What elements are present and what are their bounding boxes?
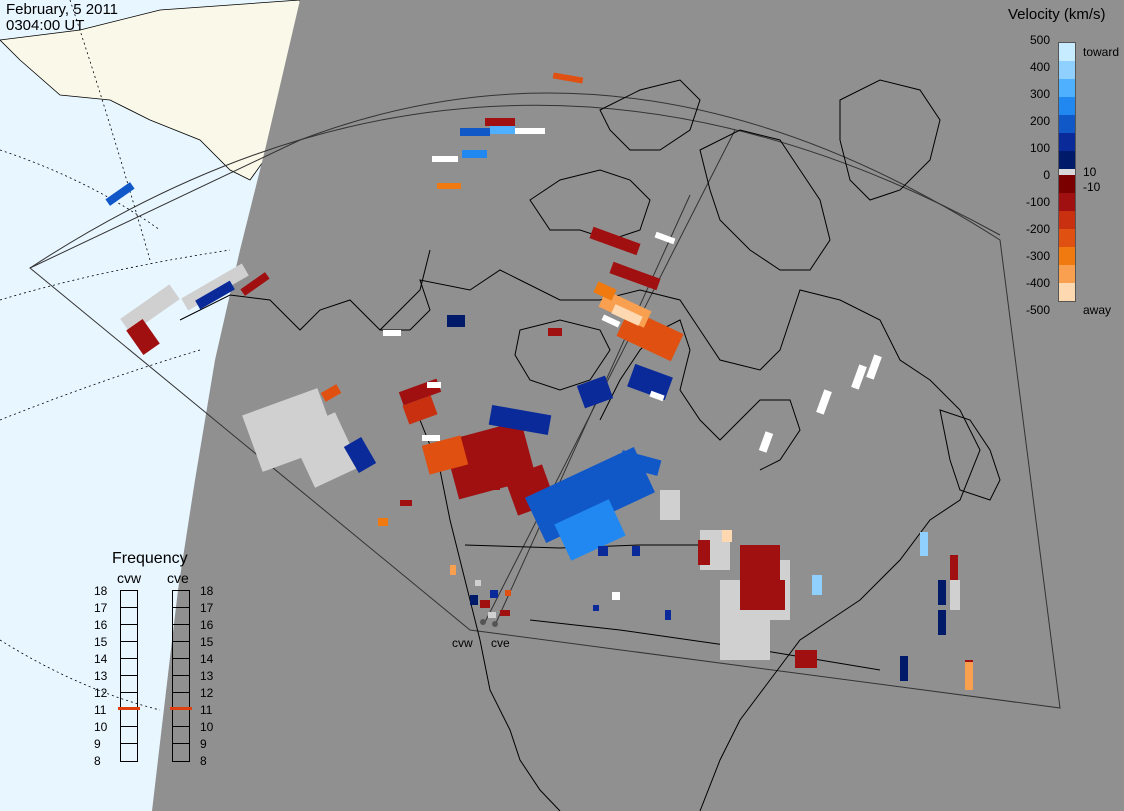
velocity-colorbar bbox=[1058, 42, 1076, 302]
colorbar-tick-label: 10 bbox=[1083, 165, 1097, 179]
frequency-tick-label: 18 bbox=[200, 584, 214, 598]
frequency-marker-cve bbox=[170, 707, 192, 710]
away-high-velocity-cells bbox=[320, 72, 973, 690]
colorbar-tick-label: -100 bbox=[1025, 195, 1050, 209]
frequency-tick-label: 10 bbox=[200, 720, 214, 734]
night-shading bbox=[152, 0, 1124, 811]
frequency-bar-cve bbox=[172, 590, 190, 762]
colorbar-tick-label: -10 bbox=[1083, 180, 1101, 194]
frequency-cell bbox=[173, 710, 189, 727]
toward-label: toward bbox=[1083, 45, 1120, 59]
colorbar-segment bbox=[1059, 43, 1075, 61]
frequency-tick-label: 14 bbox=[200, 652, 214, 666]
frequency-tick-label: 9 bbox=[200, 737, 207, 751]
frequency-bar-cvw bbox=[120, 590, 138, 762]
frequency-cell bbox=[173, 676, 189, 693]
frequency-cell bbox=[121, 676, 137, 693]
colorbar-tick-label: 200 bbox=[1029, 114, 1050, 128]
frequency-tick-label: 11 bbox=[200, 703, 213, 717]
frequency-cell bbox=[121, 591, 137, 608]
frequency-cell bbox=[173, 744, 189, 761]
frequency-cell bbox=[173, 608, 189, 625]
frequency-legend-title: Frequency bbox=[112, 550, 188, 567]
frequency-tick-label: 17 bbox=[200, 601, 214, 615]
colorbar-tick-label: 300 bbox=[1029, 87, 1050, 101]
colorbar-segment bbox=[1059, 115, 1075, 133]
frequency-cell bbox=[121, 608, 137, 625]
colorbar-tick-label: -200 bbox=[1025, 222, 1050, 236]
frequency-cell bbox=[121, 727, 137, 744]
colorbar-segment bbox=[1059, 151, 1075, 169]
colorbar-segment bbox=[1059, 79, 1075, 97]
colorbar-tick-label: 500 bbox=[1029, 33, 1050, 47]
colorbar-segment bbox=[1059, 283, 1075, 301]
freq-col-cve: cve bbox=[167, 570, 189, 586]
freq-col-cvw: cvw bbox=[117, 570, 142, 586]
fov-arc bbox=[29, 104, 1001, 269]
frequency-cell bbox=[173, 642, 189, 659]
colorbar-segment bbox=[1059, 193, 1075, 211]
beam-line bbox=[484, 129, 736, 623]
frequency-cell bbox=[121, 710, 137, 727]
colorbar-segment bbox=[1059, 229, 1075, 247]
colorbar-segment bbox=[1059, 175, 1075, 193]
colorbar-tick-label: -500 bbox=[1025, 303, 1050, 317]
frequency-tick-label: 14 bbox=[94, 652, 108, 666]
frequency-cell bbox=[121, 744, 137, 761]
colorbar-segment bbox=[1059, 133, 1075, 151]
fov-outline bbox=[29, 92, 1061, 709]
grid-lines bbox=[0, 0, 231, 711]
frequency-tick-label: 12 bbox=[94, 686, 108, 700]
velocity-legend-title: Velocity (km/s) bbox=[1008, 6, 1106, 23]
colorbar-segment bbox=[1059, 265, 1075, 283]
away-label: away bbox=[1083, 303, 1112, 317]
radar-site-cluster bbox=[450, 565, 511, 627]
frequency-tick-label: 17 bbox=[94, 601, 108, 615]
frequency-tick-label: 9 bbox=[94, 737, 101, 751]
colorbar-segment bbox=[1059, 61, 1075, 79]
date-label: February, 5 2011 bbox=[6, 1, 119, 18]
frequency-tick-label: 16 bbox=[94, 618, 108, 632]
frequency-tick-label: 15 bbox=[94, 635, 108, 649]
frequency-tick-label: 18 bbox=[94, 584, 108, 598]
colorbar-segment bbox=[1059, 97, 1075, 115]
white-cells bbox=[383, 128, 882, 600]
frequency-marker-cvw bbox=[118, 707, 140, 710]
radar-label-cve: cve bbox=[491, 636, 510, 650]
day-land bbox=[0, 0, 301, 181]
radar-label-cvw: cvw bbox=[452, 636, 473, 650]
colorbar-tick-label: 400 bbox=[1029, 60, 1050, 74]
frequency-cell bbox=[121, 625, 137, 642]
colorbar-segment bbox=[1059, 247, 1075, 265]
frequency-cell bbox=[121, 642, 137, 659]
colorbar-tick-label: -400 bbox=[1025, 276, 1050, 290]
ground-scatter-cells bbox=[120, 263, 960, 660]
frequency-tick-label: 15 bbox=[200, 635, 214, 649]
colorbar-segment bbox=[1059, 211, 1075, 229]
frequency-cell bbox=[121, 659, 137, 676]
frequency-tick-label: 13 bbox=[94, 669, 108, 683]
frequency-tick-label: 16 bbox=[200, 618, 214, 632]
colorbar-tick-label: -300 bbox=[1025, 249, 1050, 263]
frequency-cell bbox=[173, 591, 189, 608]
frequency-tick-label: 11 bbox=[94, 703, 107, 717]
frequency-cell bbox=[173, 625, 189, 642]
frequency-tick-label: 13 bbox=[200, 669, 214, 683]
colorbar-tick-label: 0 bbox=[1043, 168, 1050, 182]
frequency-tick-label: 10 bbox=[94, 720, 108, 734]
colorbar-zero-segment bbox=[1059, 169, 1075, 175]
toward-velocity-cells bbox=[105, 126, 946, 681]
frequency-tick-label: 12 bbox=[200, 686, 214, 700]
frequency-tick-label: 8 bbox=[94, 754, 101, 768]
frequency-cell bbox=[173, 727, 189, 744]
beam-line bbox=[494, 194, 691, 626]
colorbar-tick-label: 100 bbox=[1029, 141, 1050, 155]
frequency-tick-label: 8 bbox=[200, 754, 207, 768]
frequency-cell bbox=[173, 659, 189, 676]
time-label: 0304:00 UT bbox=[6, 17, 85, 34]
